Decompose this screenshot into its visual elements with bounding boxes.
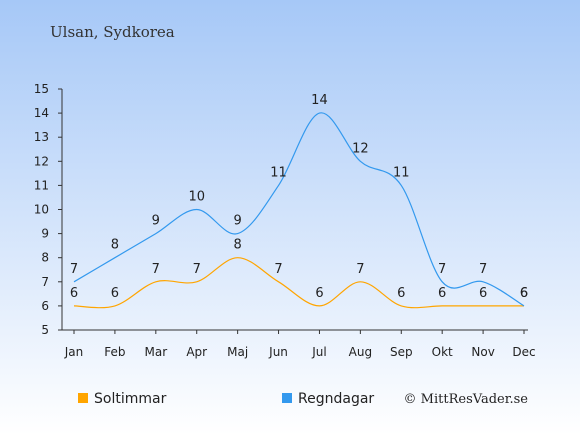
series-line-soltimmar — [73, 257, 524, 309]
data-label-regndagar: 9 — [233, 214, 241, 229]
data-label-regndagar: 7 — [70, 262, 78, 277]
data-label-regndagar: 11 — [270, 165, 287, 180]
legend: Soltimmar Regndagar — [78, 391, 374, 407]
data-label-soltimmar: 7 — [193, 262, 201, 277]
data-label-regndagar: 7 — [438, 262, 446, 277]
y-tick-label: 10 — [34, 203, 49, 217]
y-tick-label: 6 — [41, 299, 49, 313]
y-tick-label: 11 — [34, 178, 49, 192]
data-label-soltimmar: 6 — [438, 286, 446, 301]
series-lines — [73, 112, 525, 309]
data-label-regndagar: 6 — [520, 286, 528, 301]
data-label-regndagar: 14 — [311, 93, 328, 108]
legend-swatch-regndagar — [282, 393, 292, 403]
data-label-soltimmar: 7 — [274, 262, 282, 277]
series-line-regndagar — [73, 112, 525, 307]
y-tick-label: 15 — [34, 82, 49, 96]
data-label-regndagar: 12 — [352, 141, 369, 156]
x-tick-label: Jul — [311, 345, 326, 359]
legend-swatch-soltimmar — [78, 393, 88, 403]
legend-label-soltimmar: Soltimmar — [94, 391, 167, 407]
data-label-soltimmar: 7 — [356, 262, 364, 277]
data-label-regndagar: 11 — [393, 165, 410, 180]
x-tick-label: Maj — [227, 345, 248, 359]
y-tick-label: 8 — [41, 251, 49, 265]
data-label-soltimmar: 6 — [397, 286, 405, 301]
data-label-regndagar: 10 — [188, 190, 205, 205]
copyright-text: © MittResVader.se — [404, 392, 529, 407]
x-tick-label: Okt — [432, 345, 453, 359]
x-tick-label: Nov — [471, 345, 494, 359]
x-tick-label: Jun — [268, 345, 288, 359]
x-tick-label: Dec — [512, 345, 535, 359]
data-label-regndagar: 7 — [479, 262, 487, 277]
x-tick-label: Feb — [104, 345, 125, 359]
y-tick-label: 12 — [34, 154, 49, 168]
y-tick-label: 13 — [34, 130, 49, 144]
y-tick-label: 5 — [41, 323, 49, 337]
x-tick-label: Mar — [144, 345, 167, 359]
data-label-soltimmar: 6 — [70, 286, 78, 301]
data-label-soltimmar: 8 — [233, 238, 241, 253]
data-label-soltimmar: 6 — [111, 286, 119, 301]
data-label-soltimmar: 6 — [315, 286, 323, 301]
x-tick-label: Sep — [390, 345, 413, 359]
chart-title: Ulsan, Sydkorea — [50, 23, 175, 41]
data-label-regndagar: 8 — [111, 238, 119, 253]
x-tick-label: Jan — [64, 345, 84, 359]
x-tick-label: Apr — [186, 345, 207, 359]
data-label-regndagar: 9 — [152, 214, 160, 229]
x-tick-label: Aug — [349, 345, 372, 359]
y-tick-label: 9 — [41, 227, 49, 241]
axes: 5 6 7 8 9 10 11 12 13 14 15 Jan Feb Mar Apr Maj Jun Jul Au… — [34, 82, 536, 359]
data-label-soltimmar: 6 — [520, 286, 528, 301]
y-tick-label: 7 — [41, 275, 49, 289]
legend-label-regndagar: Regndagar — [298, 391, 374, 407]
data-label-soltimmar: 6 — [479, 286, 487, 301]
data-label-soltimmar: 7 — [152, 262, 160, 277]
y-tick-label: 14 — [34, 106, 49, 120]
